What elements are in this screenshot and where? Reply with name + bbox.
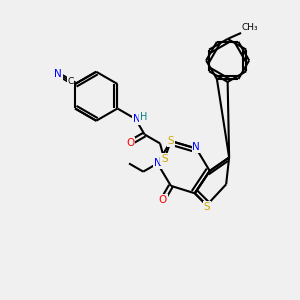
Text: CH₃: CH₃: [242, 23, 259, 32]
Text: O: O: [126, 138, 134, 148]
Text: N: N: [54, 69, 62, 79]
Text: H: H: [140, 112, 148, 122]
Text: N: N: [154, 158, 161, 168]
Text: S: S: [203, 202, 210, 212]
Text: C: C: [67, 77, 74, 86]
Text: O: O: [159, 195, 167, 205]
Text: S: S: [161, 154, 168, 164]
Text: S: S: [168, 136, 174, 146]
Text: N: N: [192, 142, 200, 152]
Text: N: N: [133, 114, 141, 124]
Text: S: S: [161, 154, 168, 164]
